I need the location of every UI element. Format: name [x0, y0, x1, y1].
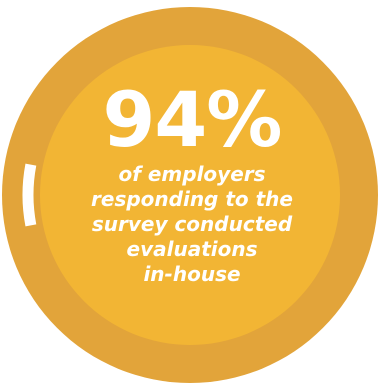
percentage-value: 94%: [102, 75, 283, 164]
center-label-group: 94% of employers responding to the surve…: [72, 80, 312, 287]
ring-remainder-gap: [22, 163, 37, 227]
caption-line-2: responding to the: [91, 187, 293, 211]
center-disc: [40, 45, 340, 345]
caption-line-1: of employers: [118, 162, 266, 186]
caption-text: of employers responding to the survey co…: [72, 162, 312, 287]
caption-line-5: in-house: [143, 262, 241, 286]
caption-line-4: evaluations: [126, 237, 258, 261]
caption-line-3: survey conducted: [91, 212, 293, 236]
